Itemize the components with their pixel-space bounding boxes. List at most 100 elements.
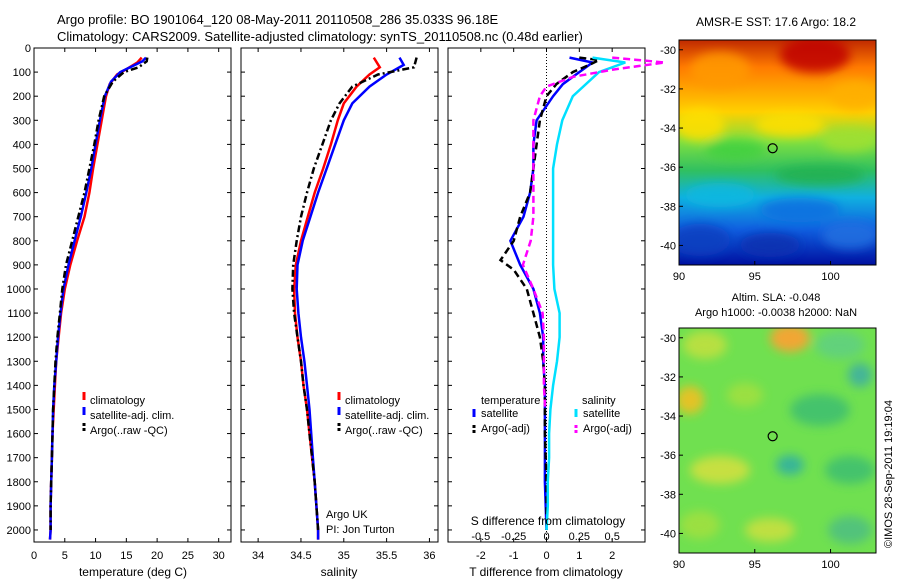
depth-tick-label: 200 [13, 91, 31, 103]
sla-map-lat-label: -36 [660, 450, 676, 462]
temperature-panel [33, 47, 232, 543]
temperature-xtick-label: 30 [213, 550, 225, 562]
legend-climatology: climatology [345, 395, 401, 407]
depth-tick-label: 2000 [7, 525, 31, 537]
sla-map-lat-label: -30 [660, 333, 676, 345]
s-difference-tick-label: 0.25 [569, 531, 590, 543]
legend-satellite: satellite-adj. clim. [345, 410, 429, 422]
credit-text: ©IMOS 28-Sep-2011 19:19:04 [883, 400, 895, 548]
sst-map-lat-label: -36 [660, 162, 676, 174]
sst-map-argo-marker [767, 143, 778, 154]
difference-xtick-label: -1 [509, 550, 519, 562]
sst-map-title: AMSR-E SST: 17.6 Argo: 18.2 [696, 15, 856, 29]
salinity-xlabel: salinity [321, 565, 358, 579]
depth-tick-label: 600 [13, 188, 31, 200]
sst-map-lon-label: 100 [821, 271, 839, 283]
s-difference-xlabel: S difference from climatology [471, 514, 626, 528]
temperature-series-satellite-adj-clim- [48, 56, 147, 540]
depth-tick-label: 1400 [7, 380, 31, 392]
sla-map-title-1: Altim. SLA: -0.048 [732, 292, 821, 304]
depth-tick-label: 1500 [7, 404, 31, 416]
legend-satellite: satellite-adj. clim. [90, 410, 174, 422]
depth-tick-label: 1300 [7, 356, 31, 368]
salinity-legend: climatology satellite-adj. clim. Argo(..… [326, 392, 429, 536]
legend-argo: Argo(..raw -QC) [345, 425, 423, 437]
difference-series-salinity-argo-adj- [521, 56, 665, 410]
sla-map-title-2: Argo h1000: -0.0038 h2000: NaN [695, 307, 857, 319]
depth-tick-label: 100 [13, 67, 31, 79]
temperature-xlabel: temperature (deg C) [79, 565, 187, 579]
depth-tick-label: 1000 [7, 284, 31, 296]
sla-map-lon-label: 90 [673, 559, 685, 571]
sla-heatmap [679, 328, 876, 553]
depth-tick-label: 800 [13, 236, 31, 248]
s-difference-tick-label: -0.5 [471, 531, 490, 543]
depth-tick-label: 1600 [7, 429, 31, 441]
sla-map-lon-label: 100 [821, 559, 839, 571]
header-line-1: Argo profile: BO 1901064_120 08-May-2011… [57, 12, 498, 27]
depth-tick-label: 1800 [7, 477, 31, 489]
depth-tick-label: 500 [13, 163, 31, 175]
header-line-2: Climatology: CARS2009. Satellite-adjuste… [57, 29, 583, 44]
sst-heatmap [679, 40, 876, 265]
depth-tick-label: 400 [13, 139, 31, 151]
temperature-xtick-label: 10 [89, 550, 101, 562]
legend-t-satellite: satellite [481, 408, 518, 420]
salinity-series-climatology [292, 56, 382, 540]
temperature-series-argo-raw-qc- [49, 57, 149, 530]
s-difference-tick-label: -0.25 [501, 531, 526, 543]
difference-xtick-label: 0 [543, 550, 549, 562]
salinity-xtick-label: 35 [338, 550, 350, 562]
depth-tick-label: 300 [13, 115, 31, 127]
legend-climatology: climatology [90, 395, 146, 407]
depth-tick-label: 1900 [7, 501, 31, 513]
legend-argo: Argo(..raw -QC) [90, 425, 168, 437]
difference-legend: temperature salinity satellite Argo(-adj… [472, 395, 632, 435]
sst-map-lat-label: -40 [660, 240, 676, 252]
salinity-series-satellite-adj-clim- [295, 56, 406, 540]
temperature-xtick-label: 0 [31, 550, 37, 562]
salinity-xtick-label: 34.5 [290, 550, 311, 562]
depth-tick-label: 1100 [7, 308, 31, 320]
temperature-xtick-label: 5 [62, 550, 68, 562]
annotation-argo-uk: Argo UK [326, 509, 368, 521]
depth-tick-label: 0 [25, 43, 31, 55]
t-difference-xlabel: T difference from climatology [469, 565, 623, 579]
sla-map-lat-label: -34 [660, 411, 676, 423]
sst-map-lat-label: -34 [660, 123, 676, 135]
sst-map-lat-label: -30 [660, 45, 676, 57]
difference-xtick-label: -2 [476, 550, 486, 562]
sla-map-argo-marker [767, 431, 778, 442]
legend-s-satellite: satellite [583, 408, 620, 420]
legend-title-salinity: salinity [582, 395, 616, 407]
sla-map-lat-label: -32 [660, 372, 676, 384]
difference-xtick-label: 1 [576, 550, 582, 562]
legend-t-argo: Argo(-adj) [481, 423, 530, 435]
sst-map-lon-label: 95 [749, 271, 761, 283]
sst-map-lon-label: 90 [673, 271, 685, 283]
s-difference-tick-label: 0.5 [605, 531, 620, 543]
depth-tick-label: 700 [13, 212, 31, 224]
legend-title-temperature: temperature [481, 395, 540, 407]
difference-series-salinity-satellite [545, 56, 626, 531]
temperature-legend: climatology satellite-adj. clim. Argo(..… [82, 392, 174, 437]
sst-map-lat-label: -38 [660, 201, 676, 213]
sla-map-lat-label: -38 [660, 489, 676, 501]
temperature-xtick-label: 15 [120, 550, 132, 562]
annotation-pi: PI: Jon Turton [326, 524, 394, 536]
legend-s-argo: Argo(-adj) [583, 423, 632, 435]
depth-tick-label: 900 [13, 260, 31, 272]
depth-tick-label: 1200 [7, 332, 31, 344]
temperature-xtick-label: 25 [182, 550, 194, 562]
difference-series-temperature-argo-adj- [498, 56, 604, 530]
salinity-panel [240, 47, 439, 543]
temperature-xtick-label: 20 [151, 550, 163, 562]
difference-xtick-label: 2 [609, 550, 615, 562]
salinity-xtick-label: 36 [423, 550, 435, 562]
salinity-xtick-label: 35.5 [376, 550, 397, 562]
sla-map-lat-label: -40 [660, 528, 676, 540]
sla-map-lon-label: 95 [749, 559, 761, 571]
salinity-series-argo-raw-qc- [291, 57, 418, 531]
sst-map-lat-label: -32 [660, 84, 676, 96]
depth-tick-label: 1700 [7, 453, 31, 465]
